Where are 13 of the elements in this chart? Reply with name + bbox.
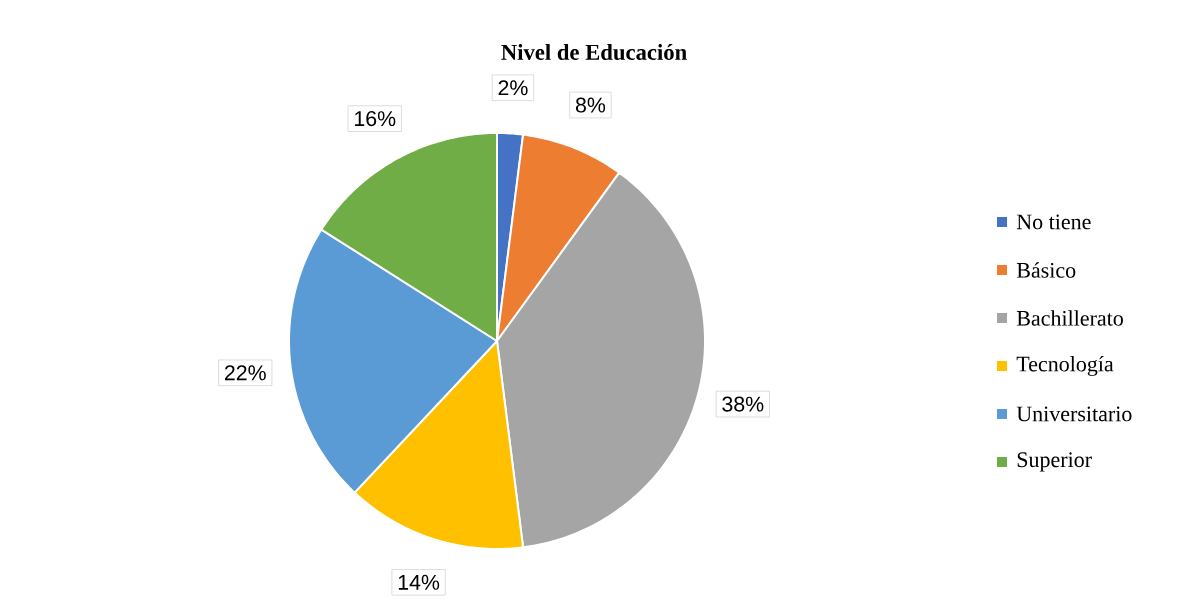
data-label: 22% — [224, 365, 266, 381]
data-label: 16% — [355, 111, 396, 127]
chart-title: Nivel de Educación — [501, 43, 687, 60]
legend-label: Superior — [1017, 452, 1092, 472]
data-label: 38% — [722, 396, 764, 412]
legend-label: Universitario — [1016, 406, 1132, 422]
data-label: 2% — [498, 80, 528, 96]
legend-label: Tecnología — [1016, 355, 1114, 377]
data-label: 14% — [398, 574, 440, 590]
legend-label: Básico — [1016, 262, 1076, 278]
legend-label: No tiene — [1016, 214, 1091, 230]
data-label: 8% — [575, 97, 606, 113]
legend-label: Bachillerato — [1016, 310, 1123, 326]
